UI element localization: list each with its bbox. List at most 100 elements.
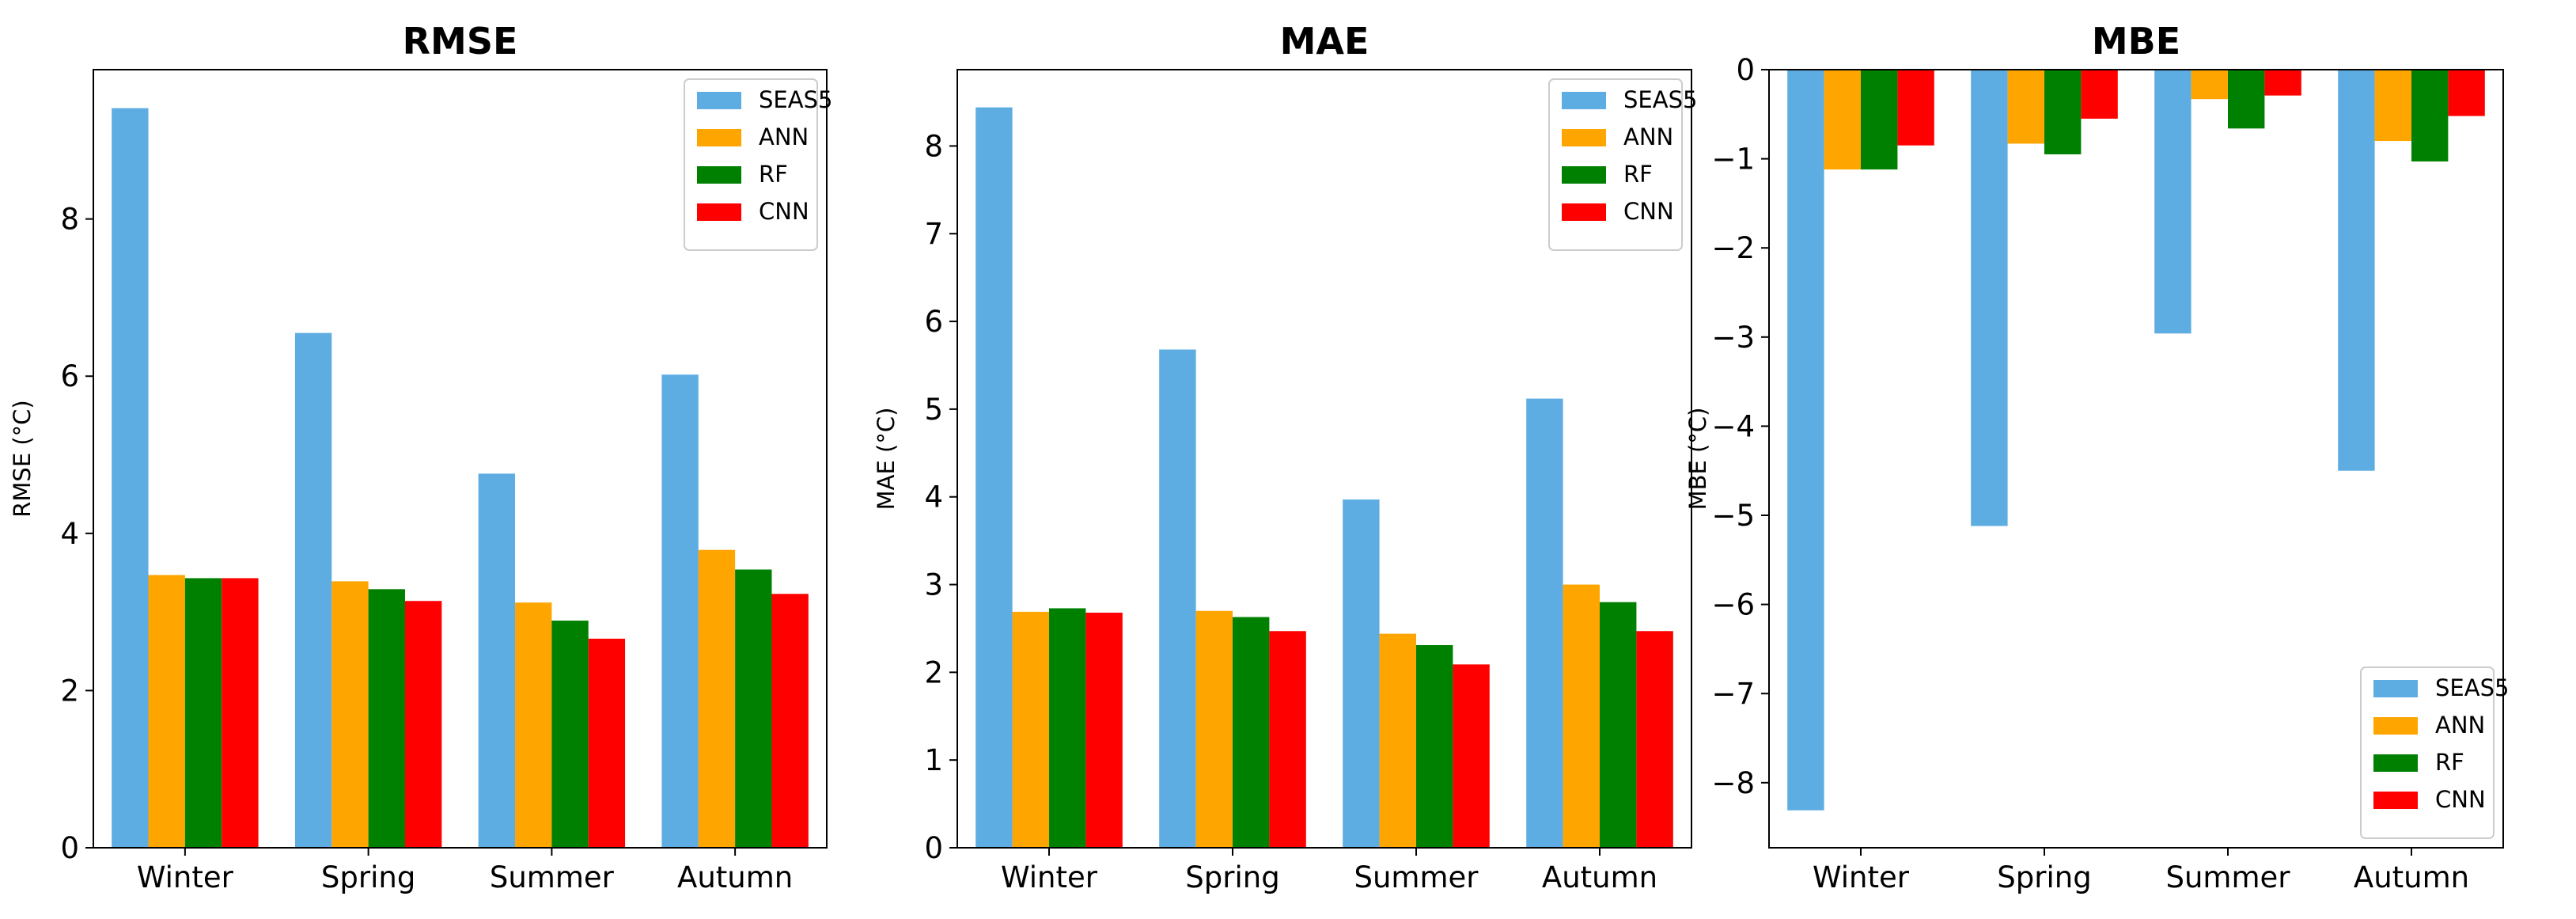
bar-cnn-autumn (1636, 631, 1673, 848)
y-tick-label: 4 (924, 480, 943, 515)
bar-seas5-autumn (661, 374, 699, 848)
bar-seas5-spring (1971, 70, 2008, 526)
bar-ann-summer (1379, 633, 1416, 848)
x-tick-label: Spring (1997, 860, 2091, 894)
y-tick-label: 6 (60, 359, 79, 393)
legend-swatch-rf (697, 166, 741, 184)
x-tick-label: Winter (1001, 860, 1098, 894)
bar-ann-summer (2191, 70, 2228, 100)
bar-ann-winter (1824, 70, 1861, 170)
legend-swatch-seas5 (1562, 92, 1606, 109)
bar-cnn-winter (1085, 612, 1123, 848)
bar-rf-summer (1416, 644, 1453, 848)
legend-label-ann: ANN (2435, 712, 2485, 739)
legend-label-seas5: SEAS5 (1623, 86, 1697, 113)
y-tick-label: 8 (924, 129, 943, 163)
x-tick-label: Spring (321, 860, 415, 894)
x-tick-label: Summer (2166, 860, 2291, 894)
bar-cnn-summer (2264, 70, 2301, 96)
bar-cnn-winter (1897, 70, 1934, 146)
bar-rf-summer (551, 621, 589, 848)
bar-ann-summer (515, 602, 552, 848)
y-axis-label: MAE (°C) (873, 408, 900, 511)
bar-cnn-summer (1453, 664, 1490, 848)
bar-seas5-summer (478, 473, 516, 848)
y-tick-label: −8 (1711, 766, 1755, 800)
x-tick-label: Winter (137, 860, 234, 894)
bar-rf-summer (2228, 70, 2265, 129)
y-tick-label: 5 (924, 393, 943, 427)
legend-swatch-cnn (2373, 792, 2418, 809)
bar-rf-autumn (2411, 70, 2449, 161)
bar-seas5-summer (1343, 499, 1380, 848)
legend-swatch-ann (697, 129, 741, 146)
panel-mae: 0 1 2 3 4 5 6 7 8 Winter Spring Summer Autumn MAE MAE … (873, 20, 1697, 894)
axes-frame (93, 69, 828, 849)
y-tick-label: −1 (1711, 142, 1755, 177)
y-tick-label: 4 (60, 517, 79, 551)
bar-cnn-spring (404, 601, 442, 848)
y-tick-label: 3 (924, 568, 943, 602)
legend-label-cnn: CNN (2435, 786, 2486, 813)
chart-title: MBE (2092, 20, 2180, 63)
bar-cnn-autumn (2448, 70, 2485, 116)
y-tick-label: 0 (924, 831, 943, 865)
legend: SEAS5 ANN RF CNN (1548, 78, 1697, 251)
legend-label-seas5: SEAS5 (2435, 674, 2509, 701)
y-tick-label: −6 (1711, 588, 1755, 622)
legend-swatch-cnn (1562, 203, 1606, 221)
chart-title: MAE (1280, 20, 1369, 63)
bar-rf-autumn (735, 569, 772, 848)
bar-rf-spring (368, 589, 405, 848)
bar-ann-autumn (1563, 584, 1600, 848)
y-tick-label: −2 (1711, 231, 1755, 265)
x-tick-label: Spring (1185, 860, 1279, 894)
bar-ann-winter (1012, 611, 1049, 848)
bar-rf-spring (1233, 617, 1270, 848)
legend-swatch-ann (2373, 717, 2418, 735)
y-tick-label: −5 (1711, 499, 1755, 533)
y-tick-label: 0 (60, 831, 79, 865)
bar-rf-spring (2044, 70, 2082, 154)
x-tick-label: Winter (1813, 860, 1910, 894)
x-tick-label: Summer (1354, 860, 1479, 894)
x-tick-label: Summer (490, 860, 615, 894)
legend-label-ann: ANN (1623, 123, 1673, 150)
legend-swatch-rf (1562, 166, 1606, 184)
panel-mbe: 0 −1 −2 −3 −4 −5 −6 −7 −8 Winter Spring Summer Autum… (1684, 20, 2509, 894)
axes-frame (1768, 69, 2504, 849)
bar-seas5-summer (2154, 70, 2191, 334)
y-tick-label: 6 (924, 305, 943, 339)
legend-label-rf: RF (2435, 749, 2464, 776)
legend-label-cnn: CNN (1623, 198, 1674, 225)
bar-seas5-winter (975, 107, 1013, 849)
bar-ann-spring (1195, 610, 1233, 848)
bar-seas5-autumn (1526, 398, 1563, 848)
y-axis-label: RMSE (°C) (9, 400, 36, 518)
legend-swatch-seas5 (697, 92, 741, 109)
bar-ann-spring (2007, 70, 2044, 144)
legend-label-rf: RF (759, 161, 788, 188)
y-axis-label: MBE (°C) (1684, 408, 1711, 511)
bar-seas5-autumn (2338, 70, 2375, 471)
y-tick-label: −3 (1711, 321, 1755, 355)
bar-seas5-winter (1787, 70, 1824, 811)
legend-swatch-rf (2373, 754, 2418, 772)
bar-cnn-summer (588, 638, 626, 848)
y-tick-label: 2 (60, 674, 79, 708)
y-tick-label: −7 (1711, 677, 1755, 711)
bar-rf-winter (184, 578, 222, 848)
legend-label-rf: RF (1623, 161, 1653, 188)
legend: SEAS5 ANN RF CNN (2360, 666, 2509, 839)
legend-label-ann: ANN (759, 123, 809, 150)
bar-ann-winter (148, 575, 185, 848)
bar-rf-autumn (1600, 602, 1637, 848)
chart-title: RMSE (403, 20, 518, 63)
y-tick-label: 7 (924, 217, 943, 251)
legend: SEAS5 ANN RF CNN (684, 78, 832, 251)
panel-rmse: 0 2 4 6 8 Winter Spring Summer Autumn RMSE RMSE (°… (9, 20, 832, 894)
legend-swatch-ann (1562, 129, 1606, 146)
bar-ann-autumn (2374, 70, 2411, 142)
bar-ann-autumn (698, 549, 736, 848)
y-tick-label: −4 (1711, 409, 1755, 443)
